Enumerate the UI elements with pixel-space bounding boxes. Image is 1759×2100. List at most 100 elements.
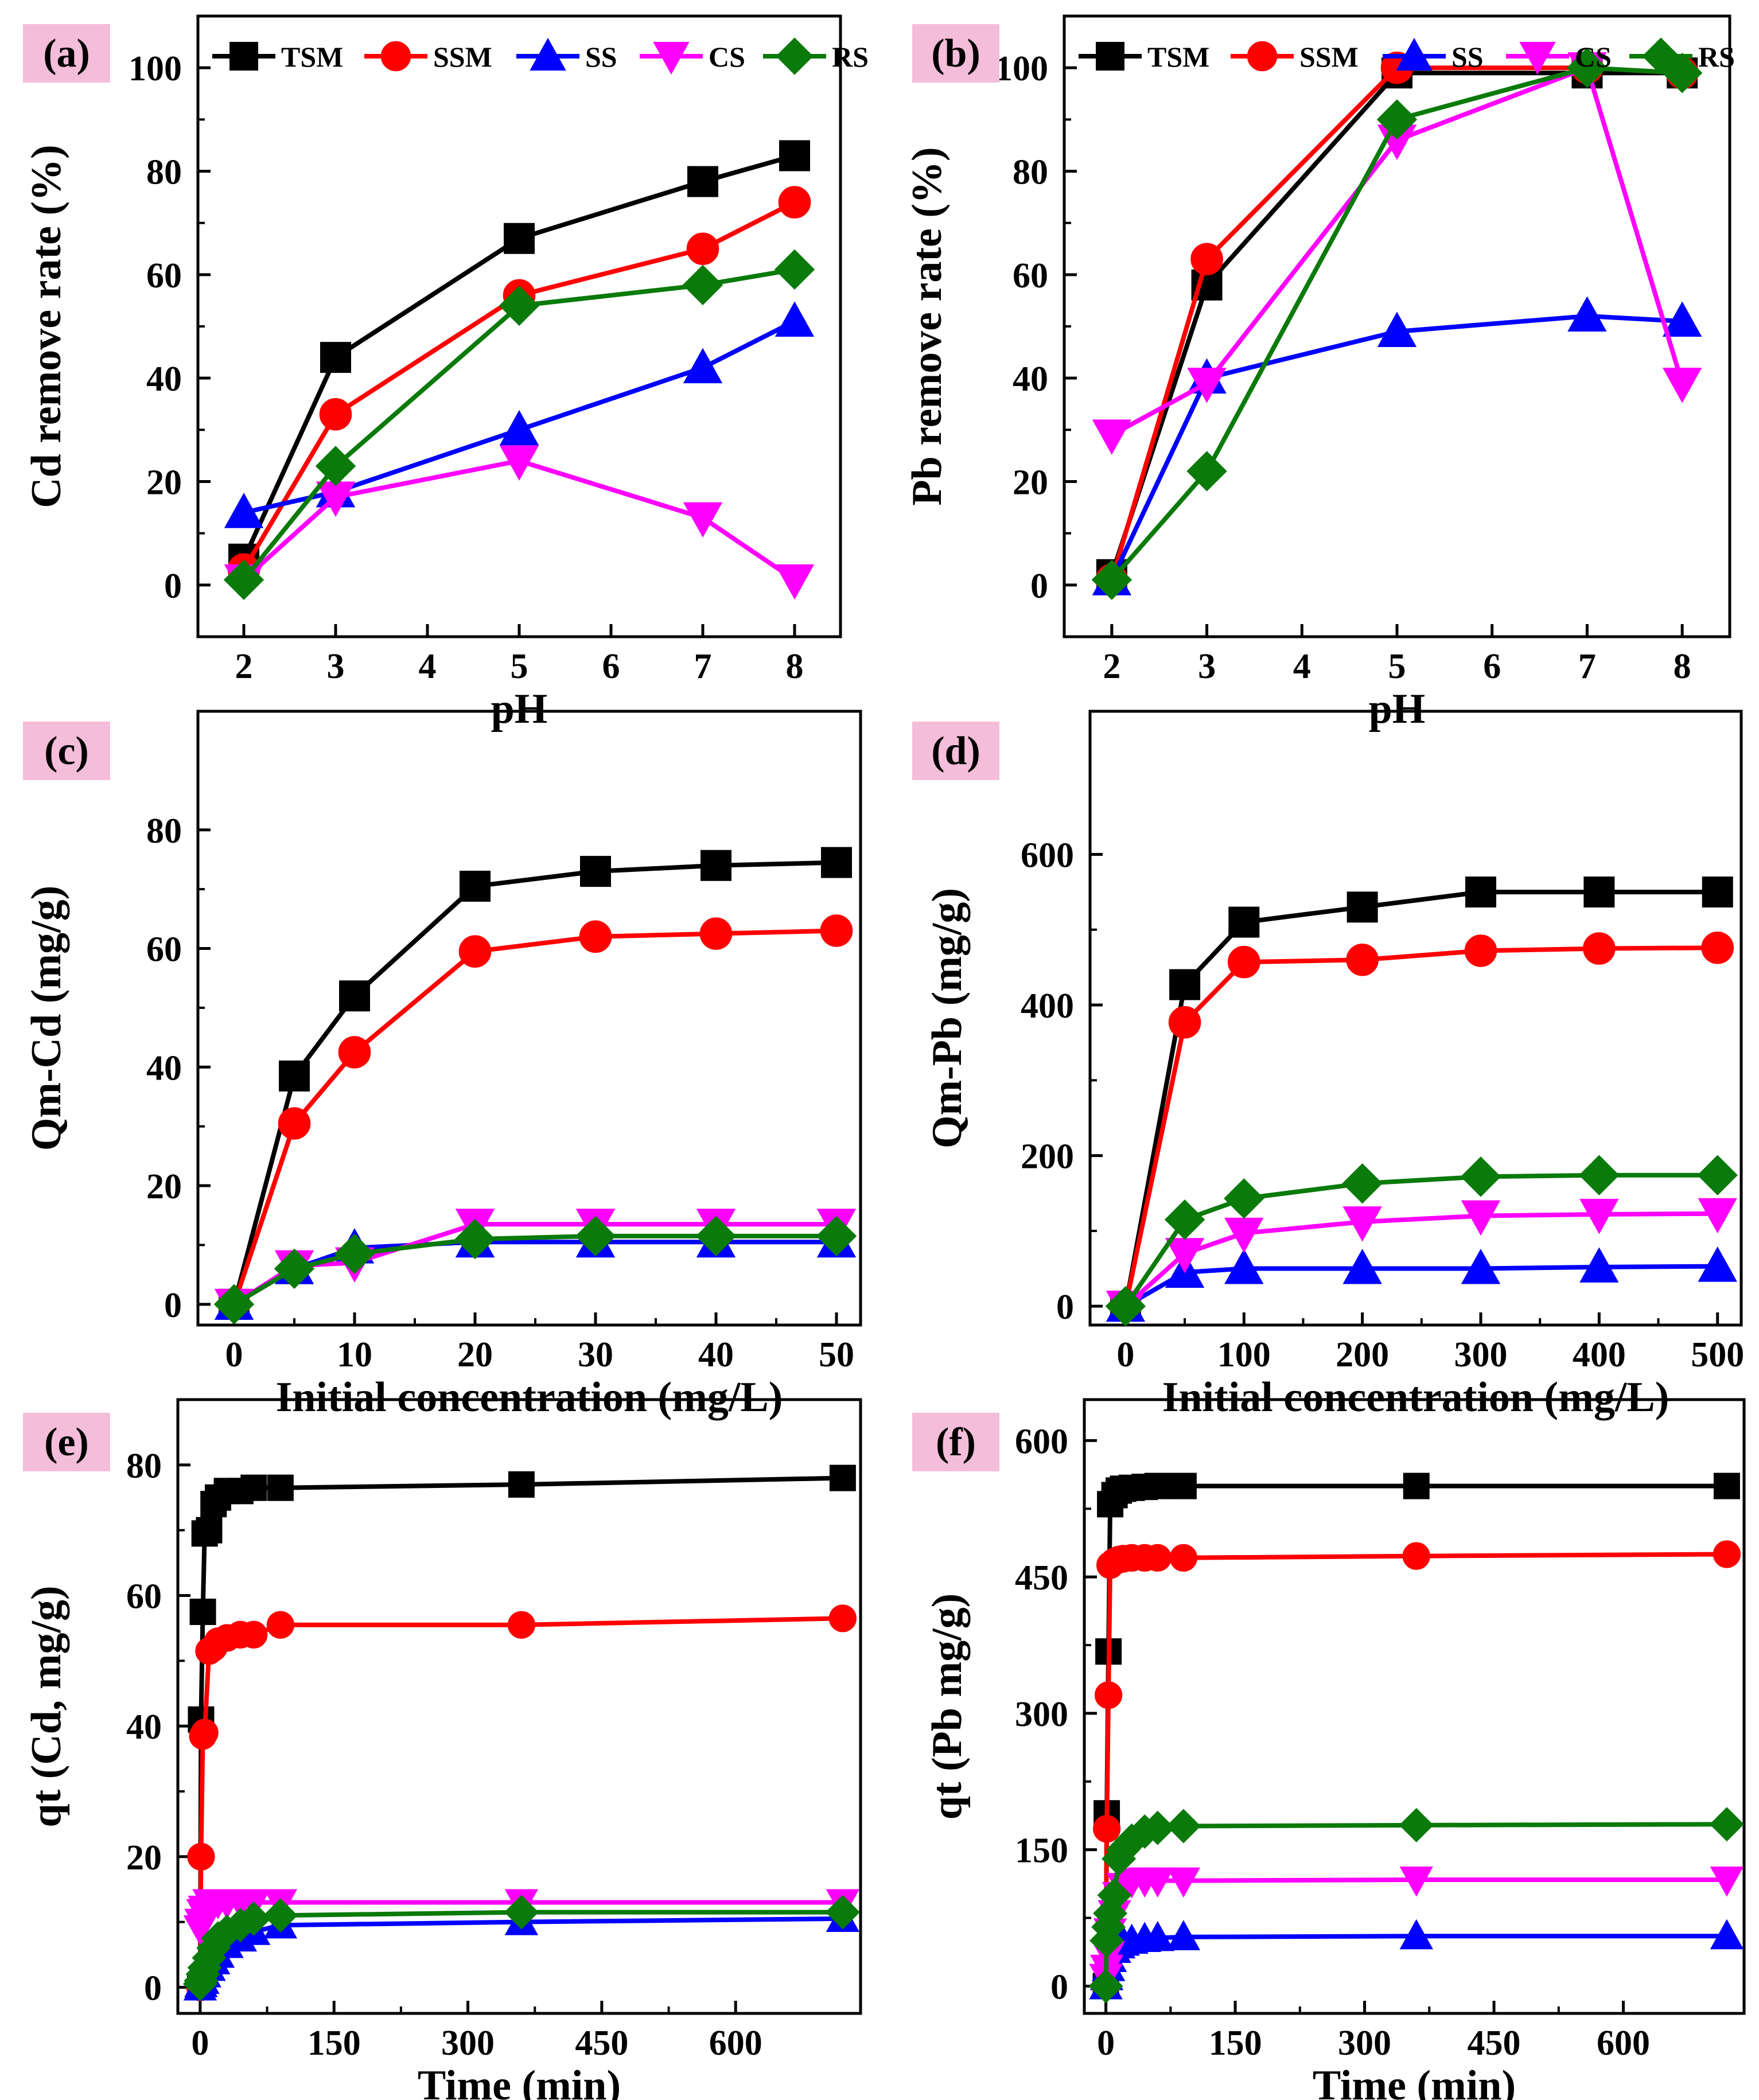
data-point [1092, 419, 1132, 455]
y-tick-label: 0 [144, 1969, 162, 2008]
data-point [190, 1719, 219, 1747]
y-tick-label: 200 [1021, 1137, 1074, 1176]
data-point [189, 1598, 216, 1625]
y-tick-label: 60 [146, 930, 182, 969]
x-axis-label: Initial concentration (mg/L) [1162, 1374, 1670, 1421]
data-point [1567, 296, 1607, 332]
x-tick-label: 0 [1097, 2024, 1115, 2063]
legend-entry-cs: CS [640, 41, 745, 75]
x-tick-label: 300 [1454, 1335, 1508, 1374]
data-point [320, 342, 351, 373]
x-tick-label: 200 [1336, 1335, 1389, 1374]
data-point [1227, 945, 1260, 979]
legend-entry-cs: CS [1506, 41, 1612, 75]
data-point [1583, 932, 1616, 965]
panel-label-bg [912, 24, 999, 83]
data-point [187, 1842, 215, 1871]
y-tick-label: 40 [146, 1049, 182, 1088]
legend-marker [229, 42, 258, 71]
x-tick-label: 50 [819, 1335, 854, 1374]
data-point [1698, 1198, 1737, 1234]
x-axis-label: Time (min) [418, 2062, 621, 2100]
data-point [266, 1611, 294, 1639]
data-point [774, 249, 815, 290]
data-point [1166, 1920, 1201, 1950]
plot-frame [196, 710, 862, 1327]
data-point [1698, 1246, 1737, 1282]
legend-marker [1642, 37, 1680, 75]
x-tick-label: 20 [457, 1335, 493, 1374]
legend-marker [776, 37, 814, 75]
data-point [778, 186, 811, 219]
data-point [508, 1471, 535, 1498]
data-point [1342, 1248, 1382, 1284]
x-tick-label: 450 [575, 2024, 628, 2063]
data-point [1187, 368, 1227, 403]
data-point [695, 1215, 737, 1257]
x-tick-label: 150 [308, 2024, 361, 2063]
y-tick-label: 80 [146, 153, 182, 192]
x-tick-label: 400 [1573, 1335, 1626, 1374]
data-point [1342, 1206, 1382, 1242]
x-tick-label: 3 [327, 647, 345, 686]
legend-entry-ssm: SSM [1231, 41, 1359, 73]
legend-entry-rs: RS [1629, 37, 1735, 75]
data-point [825, 1895, 860, 1930]
data-point [267, 1474, 294, 1501]
x-tick-label: 40 [698, 1335, 734, 1374]
legend-label: SS [585, 41, 617, 73]
x-tick-label: 5 [511, 647, 528, 686]
data-point [820, 914, 853, 947]
series-cs [1106, 1198, 1737, 1326]
y-tick-label: 80 [1013, 153, 1048, 192]
data-point [1460, 1156, 1501, 1197]
x-tick-label: 8 [1674, 647, 1691, 686]
y-tick-label: 0 [1056, 1288, 1074, 1327]
series-tsm [1110, 876, 1733, 1322]
panel-label-bg [912, 1413, 999, 1471]
data-point [816, 1215, 857, 1257]
series-rs [223, 249, 815, 601]
legend-entry-ss: SS [1383, 37, 1484, 73]
y-tick-label: 60 [1013, 256, 1048, 295]
y-tick-label: 40 [126, 1708, 162, 1747]
data-point [1713, 1472, 1740, 1499]
data-point [1710, 1919, 1744, 1950]
data-point [1461, 1248, 1501, 1284]
panel-label: (e) [44, 1420, 89, 1464]
data-point [1701, 931, 1734, 964]
legend-marker [530, 37, 566, 71]
y-tick-label: 100 [995, 49, 1048, 88]
x-tick-label: 600 [1597, 2024, 1650, 2063]
data-point [1228, 906, 1260, 938]
legend-label: RS [1698, 41, 1735, 73]
panel-label: (c) [44, 729, 89, 773]
data-point [775, 301, 815, 337]
legend-label: SSM [1299, 41, 1359, 73]
y-tick-label: 400 [1021, 987, 1074, 1026]
x-tick-label: 30 [578, 1335, 613, 1374]
series-rs [213, 1215, 857, 1325]
data-point [1143, 1544, 1172, 1572]
panel-label-bg [23, 24, 110, 83]
x-axis-label: pH [1369, 685, 1426, 733]
data-point [1399, 1919, 1433, 1950]
legend-marker [1096, 42, 1124, 71]
data-point [278, 1107, 311, 1140]
legend: TSM SSM SS CS RS [1079, 37, 1735, 75]
y-tick-label: 0 [1030, 567, 1048, 606]
legend-entry-ssm: SSM [364, 41, 492, 73]
data-point [315, 446, 356, 486]
y-tick-label: 100 [129, 49, 182, 88]
chart-panel-d: 0 100 200 300 400 500 0 200 400 600 Initial concen… [912, 710, 1744, 1421]
data-point [1579, 1155, 1620, 1195]
data-point [1097, 1877, 1132, 1912]
x-tick-label: 0 [191, 2024, 209, 2063]
data-point [224, 493, 264, 528]
y-axis-label: Pb remove rate (%) [904, 147, 951, 505]
y-tick-label: 600 [1021, 836, 1074, 875]
data-point [223, 559, 264, 601]
y-tick-label: 0 [1050, 1967, 1068, 2007]
data-point [1583, 876, 1615, 908]
